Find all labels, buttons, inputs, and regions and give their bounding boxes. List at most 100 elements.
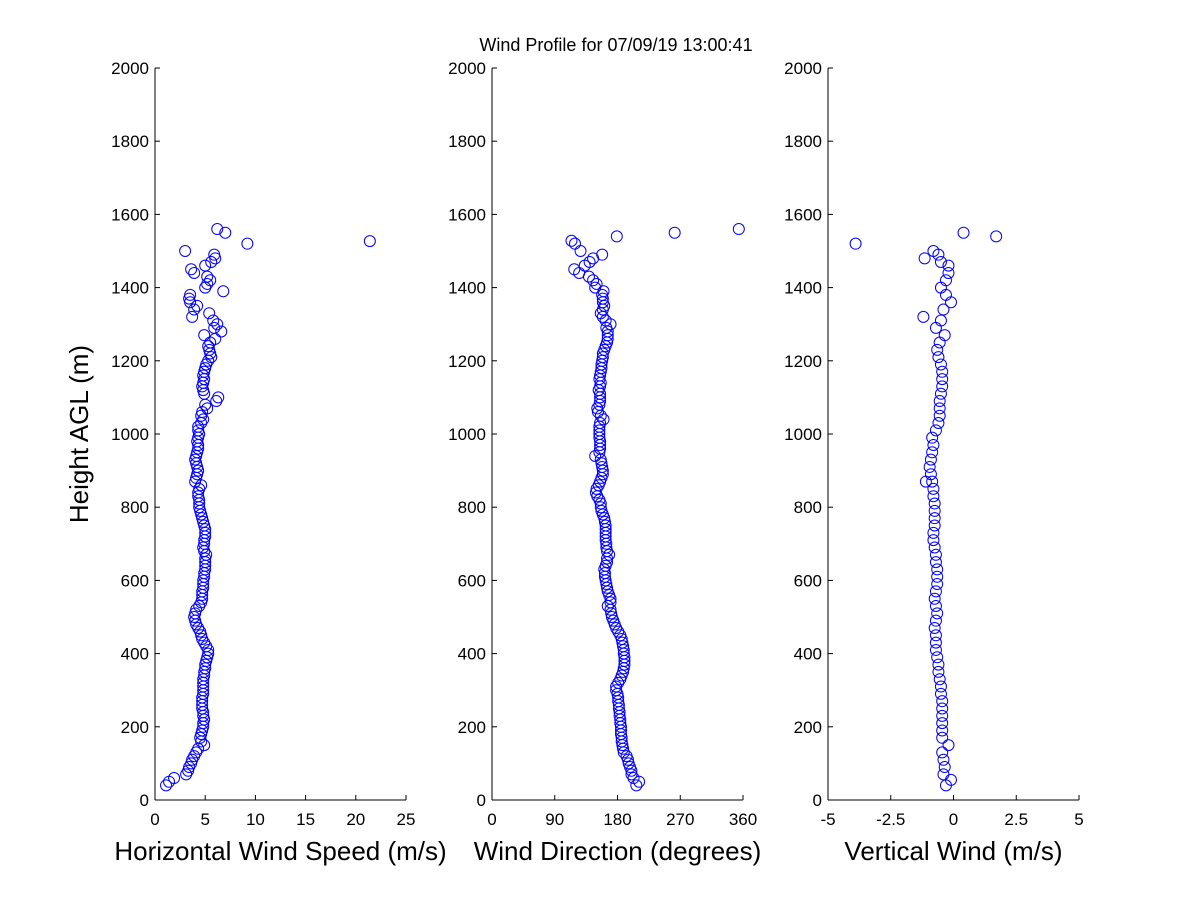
y-tick-label: 2000 [111,59,149,78]
data-point [363,235,376,248]
data-point [211,223,224,236]
data-point [927,526,940,539]
data-point [849,237,862,250]
data-point [616,636,629,649]
data-point [601,329,614,342]
data-point [934,358,947,371]
x-tick-label: 25 [397,810,416,829]
data-point [929,556,942,569]
data-point [184,288,197,301]
data-point [929,629,942,642]
data-point [942,266,955,279]
data-point [929,424,942,437]
data-point [927,245,940,257]
data-point [933,402,946,415]
y-tick-label: 1600 [111,205,149,224]
x-tick-label: -5 [820,810,835,829]
x-tick-label: 5 [200,810,209,829]
data-point [168,772,181,785]
data-point [928,541,941,554]
data-point [929,636,942,649]
data-point [932,658,945,671]
y-tick-label: 400 [458,645,486,664]
wind-direction-panel: 0 200 400 600 800 1000 1200 1400 1600 1800 2000 0 90… [448,59,761,866]
data-point [596,351,609,364]
data-point [936,709,949,722]
data-point [932,417,945,430]
x-tick-label: 10 [246,810,265,829]
vertical-wind-panel: 0 200 400 600 800 1000 1200 1400 1600 1800 2000 -5 -… [784,59,1084,866]
data-point [931,343,944,356]
x-tick-label: 2.5 [1004,810,1028,829]
data-point [934,387,947,400]
y-tick-label: 1600 [448,205,486,224]
data-point [594,501,607,514]
data-point [219,226,232,239]
data-point [565,234,578,247]
data-point [568,263,581,276]
y-tick-label: 400 [794,645,822,664]
data-point [568,237,581,250]
data-point [620,750,633,763]
x-tick-label: 90 [545,810,564,829]
data-point [957,226,970,239]
data-point [942,739,955,752]
x-tick-label: 5 [1074,810,1083,829]
data-point [596,460,609,473]
y-tick-label: 1800 [111,132,149,151]
data-point [185,263,198,276]
data-point [929,600,942,613]
data-point [927,490,940,503]
x-tick-label: 270 [666,810,694,829]
x-axis-label: Horizontal Wind Speed (m/s) [114,836,446,866]
data-point [928,512,941,525]
x-tick-label: 0 [150,810,159,829]
data-point [924,453,937,466]
y-tick-label: 400 [121,645,149,664]
data-point [938,329,951,342]
data-point [596,248,609,261]
y-tick-label: 1600 [784,205,822,224]
data-point [622,757,635,770]
data-point [204,274,217,287]
data-point [928,504,941,517]
data-point [202,647,215,660]
data-point [990,230,1003,243]
y-tick-label: 1000 [784,425,822,444]
y-tick-label: 200 [794,718,822,737]
y-tick-label: 1000 [448,425,486,444]
horizontal-wind-speed-panel: 0 200 400 600 800 1000 1200 1400 1600 1800 2000 0 5 1… [64,59,447,866]
data-point [934,687,947,700]
data-point [932,665,945,678]
data-point [208,321,221,334]
data-point [188,303,201,316]
y-axis-label: Height AGL (m) [64,345,94,523]
data-point [217,285,230,298]
data-point [931,578,944,591]
data-point [927,438,940,451]
data-point [598,515,611,528]
data-point [212,391,225,404]
data-point [241,237,254,250]
data-point [939,274,952,287]
data-point [934,680,947,693]
data-point [931,570,944,583]
y-tick-label: 1200 [448,352,486,371]
y-tick-label: 600 [458,571,486,590]
y-tick-label: 800 [794,498,822,517]
data-point [924,468,937,481]
data-point [929,585,942,598]
data-point [928,519,941,532]
data-point [188,266,201,279]
data-point [928,621,941,634]
data-point [926,431,939,444]
data-point [160,779,173,792]
data-point [201,277,214,290]
data-point [936,695,949,708]
y-tick-label: 600 [121,571,149,590]
y-tick-label: 1400 [111,279,149,298]
data-point [931,563,944,576]
y-tick-label: 2000 [784,59,822,78]
data-point [604,596,617,609]
data-point [191,299,204,312]
